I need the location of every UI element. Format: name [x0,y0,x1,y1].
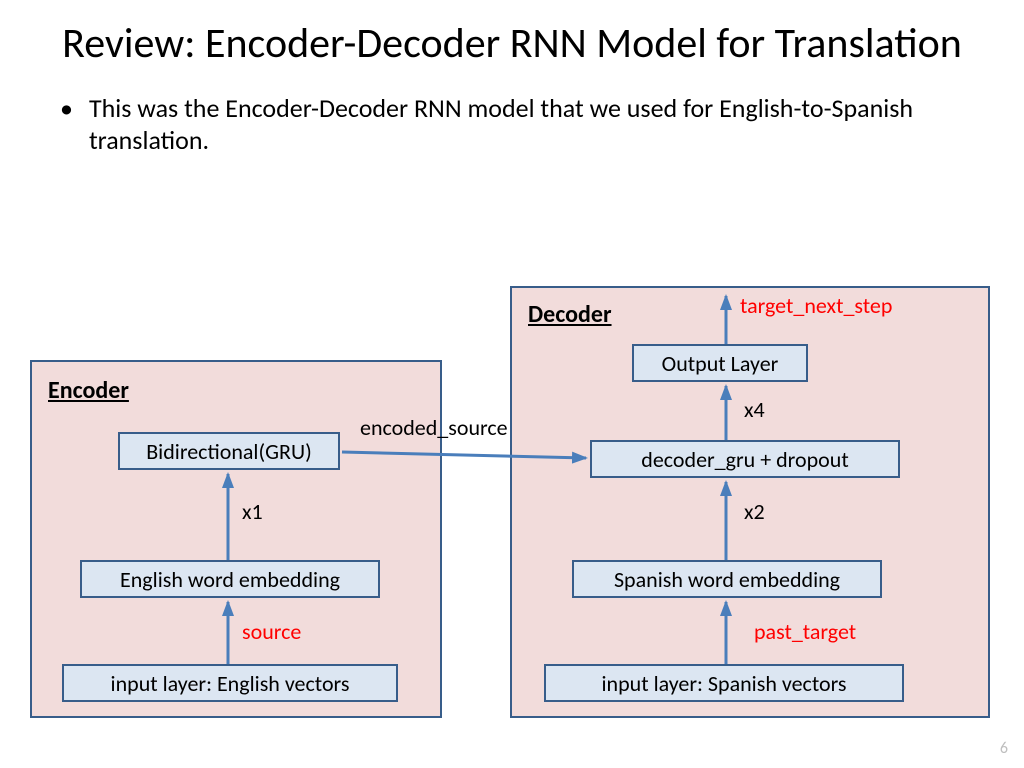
slide-number: 6 [1000,739,1008,758]
encoder-input-node: input layer: English vectors [62,664,398,702]
decoder-embed-node: Spanish word embedding [572,560,882,598]
decoder-input-node: input layer: Spanish vectors [544,664,904,702]
bullet-text: This was the Encoder-Decoder RNN model t… [89,92,964,156]
arrow-label-source: source [242,618,301,645]
encoder-embed-node: English word embedding [80,560,380,598]
decoder-output-node: Output Layer [632,344,808,382]
encoder-label: Encoder [48,376,129,405]
arrow-label-target-next: target_next_step [740,292,892,319]
bullet-dot-icon: • [60,92,73,156]
arrow-label-x2: x2 [744,498,765,525]
arrow-label-x1: x1 [242,498,263,525]
arrow-label-encoded-source: encoded_source [360,414,508,441]
decoder-gru-node: decoder_gru + dropout [590,440,900,478]
arrow-label-past-target: past_target [754,618,856,645]
arrow-label-x4: x4 [744,396,765,423]
slide-title: Review: Encoder-Decoder RNN Model for Tr… [0,0,1024,68]
decoder-label: Decoder [528,300,612,329]
encoder-gru-node: Bidirectional(GRU) [118,432,340,470]
bullet-item: • This was the Encoder-Decoder RNN model… [56,92,964,156]
